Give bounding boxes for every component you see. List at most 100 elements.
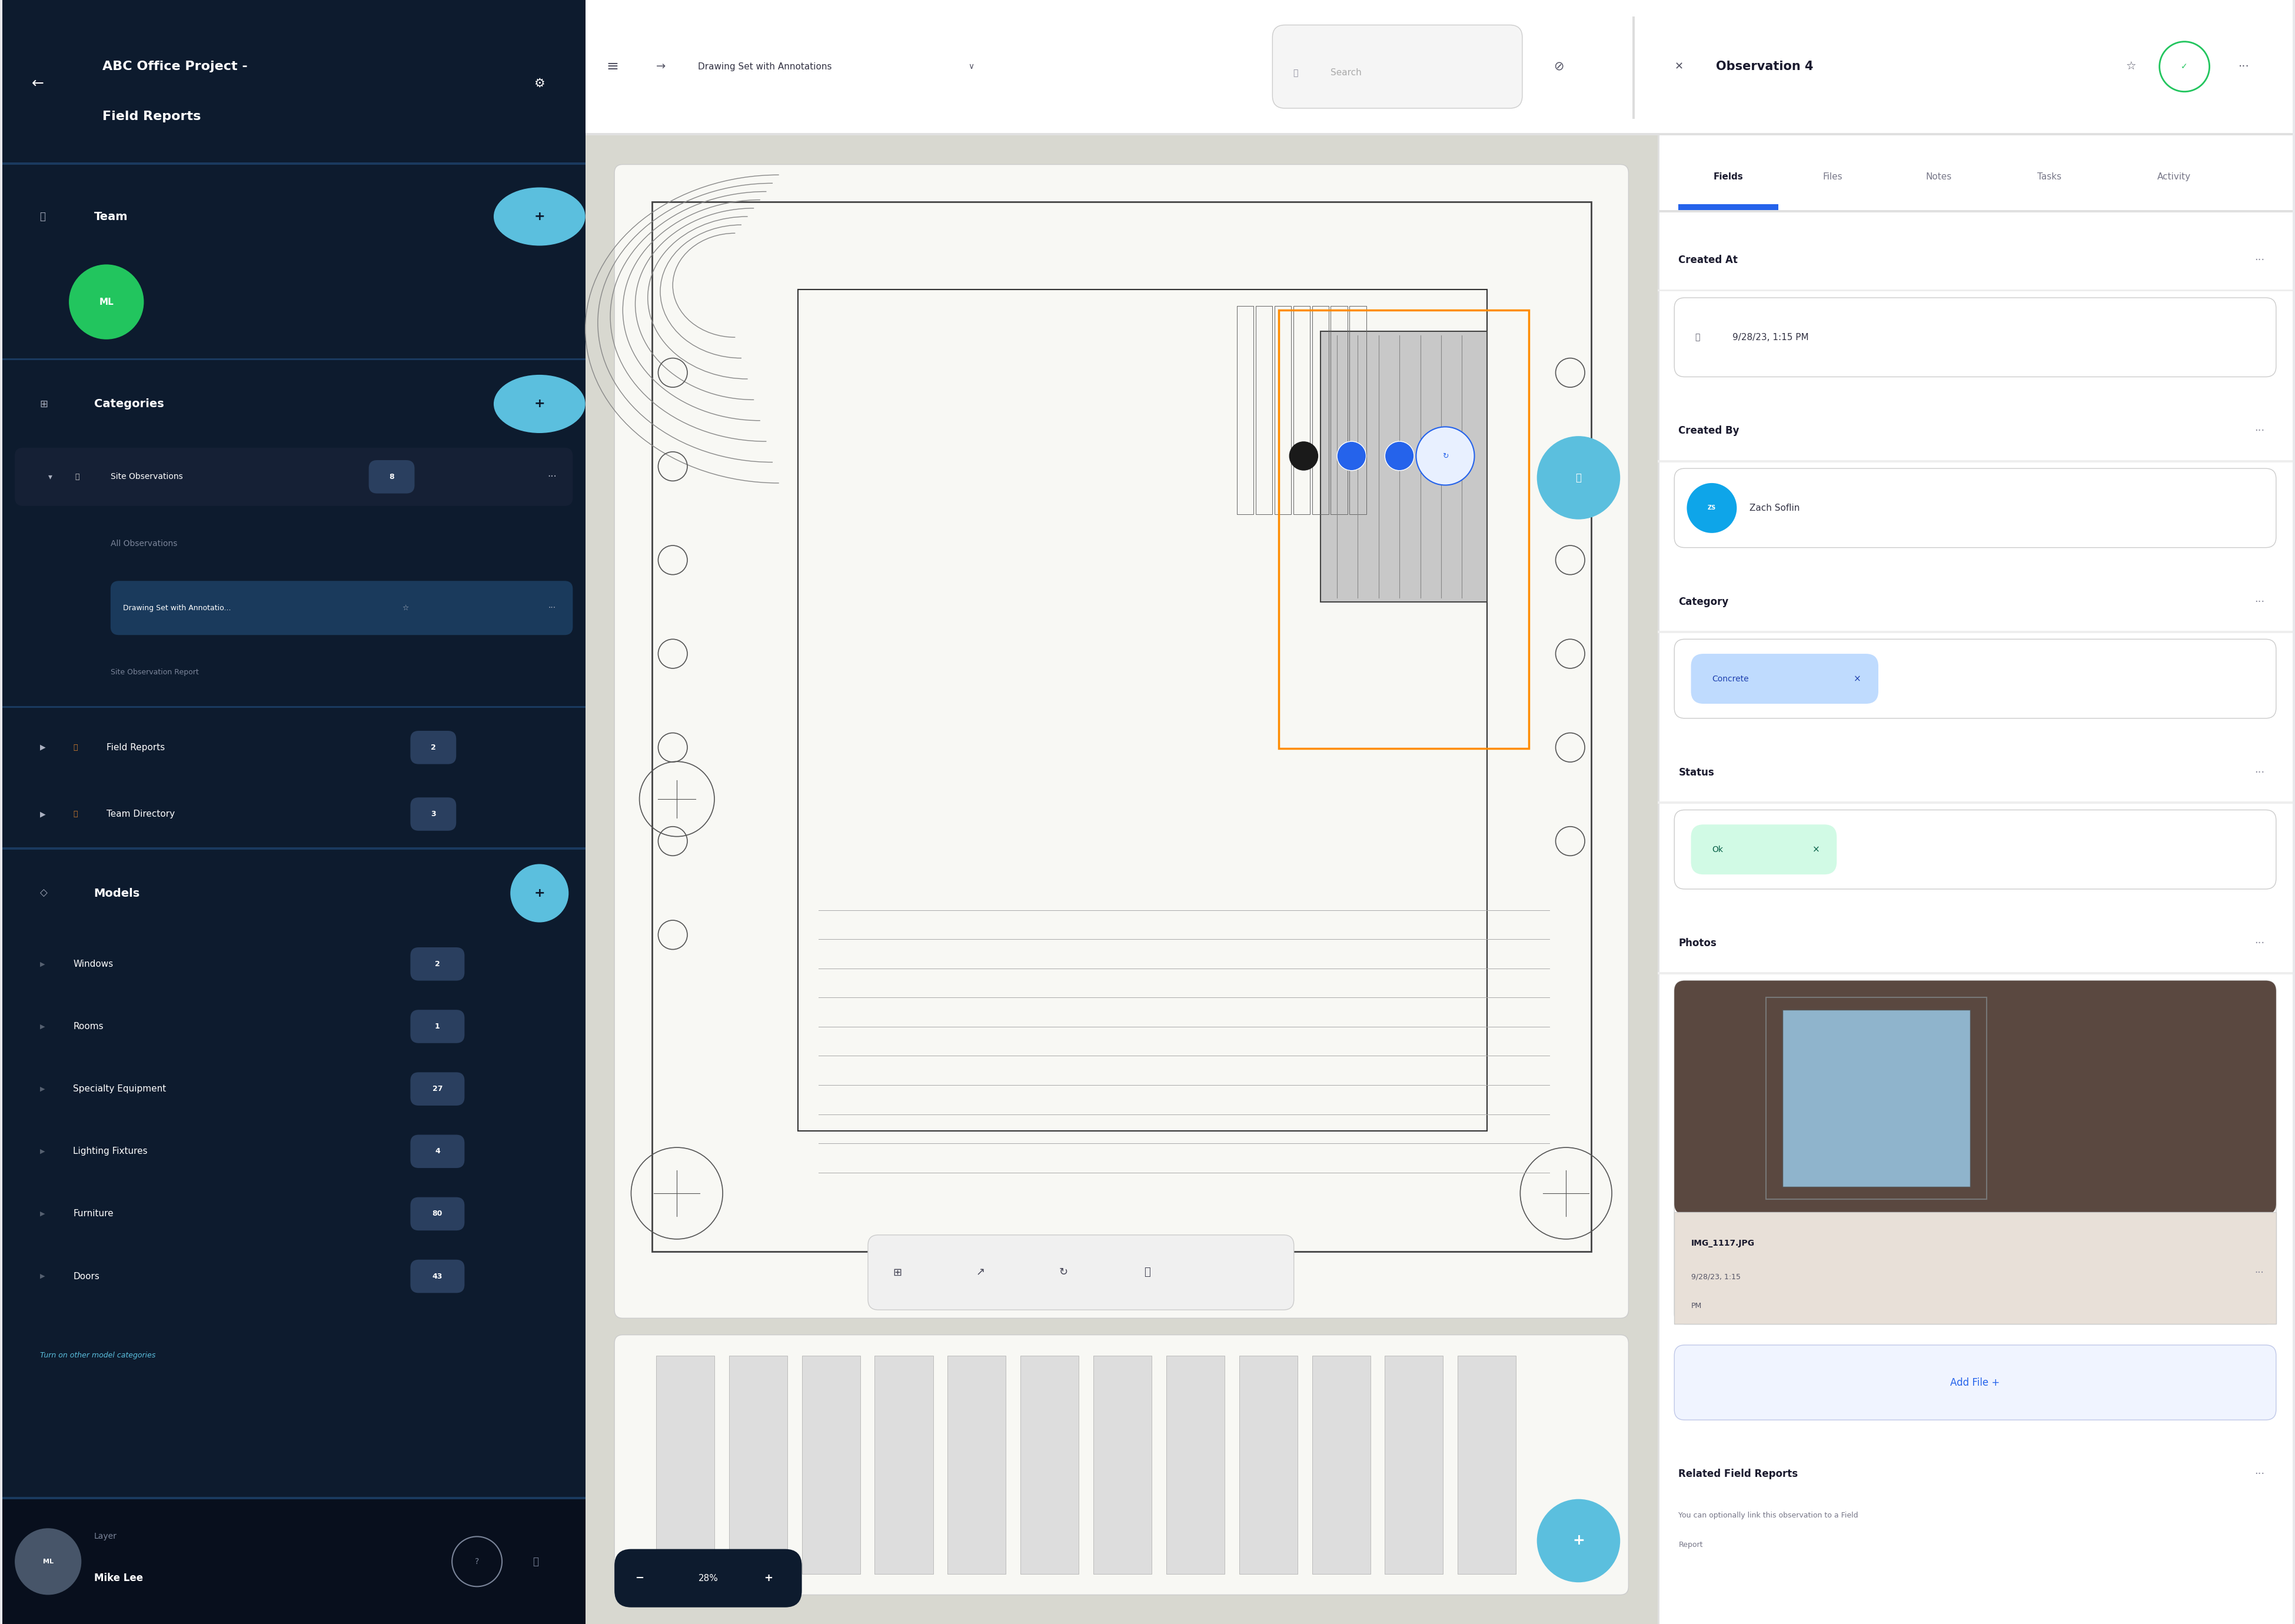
Bar — [730, 1356, 787, 1574]
Text: ···: ··· — [2254, 1267, 2265, 1278]
FancyBboxPatch shape — [1675, 1345, 2277, 1419]
Circle shape — [1290, 442, 1317, 471]
Text: ▶: ▶ — [39, 961, 44, 966]
Text: Drawing Set with Annotatio...: Drawing Set with Annotatio... — [124, 604, 232, 612]
Bar — [799, 289, 1487, 1130]
Text: Related Field Reports: Related Field Reports — [1678, 1468, 1797, 1479]
Text: Specialty Equipment: Specialty Equipment — [73, 1085, 165, 1093]
Text: Created By: Created By — [1678, 425, 1740, 437]
Bar — [2, 0, 585, 1624]
Text: ···: ··· — [2254, 596, 2265, 607]
FancyBboxPatch shape — [1675, 468, 2277, 547]
Text: ML: ML — [44, 1559, 53, 1564]
Bar — [1765, 997, 1987, 1199]
Bar — [1294, 305, 1310, 515]
Circle shape — [1384, 442, 1414, 471]
Text: Search: Search — [1331, 68, 1361, 78]
Text: ▾: ▾ — [48, 473, 53, 481]
Text: ···: ··· — [2254, 255, 2265, 266]
FancyBboxPatch shape — [411, 1197, 464, 1231]
Text: Concrete: Concrete — [1712, 674, 1749, 682]
Bar — [1166, 1356, 1226, 1574]
FancyBboxPatch shape — [1675, 640, 2277, 718]
Bar — [585, 0, 2293, 135]
Text: ▶: ▶ — [39, 1212, 44, 1216]
Bar — [1678, 205, 1779, 209]
Text: Rooms: Rooms — [73, 1021, 103, 1031]
Text: Files: Files — [1822, 172, 1843, 182]
Text: 9/28/23, 1:15 PM: 9/28/23, 1:15 PM — [1733, 333, 1808, 341]
Bar — [874, 1356, 934, 1574]
Text: ZS: ZS — [1707, 505, 1717, 512]
Bar — [801, 1356, 861, 1574]
Text: 43: 43 — [431, 1273, 443, 1280]
FancyBboxPatch shape — [1271, 24, 1522, 109]
Text: →: → — [656, 62, 666, 71]
Text: Created At: Created At — [1678, 255, 1737, 266]
Text: +: + — [535, 887, 544, 900]
FancyBboxPatch shape — [1675, 981, 2277, 1215]
Text: ···: ··· — [2254, 939, 2265, 948]
Circle shape — [1687, 482, 1737, 533]
FancyBboxPatch shape — [411, 797, 457, 831]
Text: ML: ML — [99, 297, 115, 307]
Bar — [1657, 630, 2293, 633]
Bar — [1657, 460, 2293, 463]
Text: Site Observations: Site Observations — [110, 473, 184, 481]
FancyBboxPatch shape — [411, 731, 457, 765]
Text: 28%: 28% — [698, 1574, 718, 1583]
FancyBboxPatch shape — [1675, 810, 2277, 888]
Text: Field Reports: Field Reports — [103, 110, 200, 122]
Text: −: − — [636, 1574, 645, 1583]
Circle shape — [1538, 1499, 1620, 1582]
Text: ✓: ✓ — [2180, 62, 2187, 71]
Text: 4: 4 — [434, 1148, 441, 1155]
Text: ↻: ↻ — [1441, 451, 1448, 460]
Bar — [1092, 1356, 1152, 1574]
Text: Drawing Set with Annotations: Drawing Set with Annotations — [698, 62, 831, 71]
Bar — [2, 0, 585, 162]
Bar — [585, 133, 2293, 135]
FancyBboxPatch shape — [110, 581, 574, 635]
Bar — [585, 135, 1657, 1624]
Bar — [1675, 1212, 2277, 1324]
Circle shape — [1338, 442, 1366, 471]
FancyBboxPatch shape — [411, 1072, 464, 1106]
Bar — [1274, 305, 1292, 515]
Text: 🗂: 🗂 — [73, 810, 78, 818]
Text: Tasks: Tasks — [2038, 172, 2061, 182]
Bar — [1349, 305, 1366, 515]
Bar — [1237, 305, 1253, 515]
FancyBboxPatch shape — [1691, 654, 1877, 703]
FancyBboxPatch shape — [411, 1260, 464, 1293]
Text: ···: ··· — [546, 471, 558, 482]
Bar — [652, 201, 1590, 1252]
Text: Doors: Doors — [73, 1272, 99, 1281]
FancyBboxPatch shape — [411, 1010, 464, 1043]
Text: Ok: Ok — [1712, 846, 1724, 854]
Text: ☆: ☆ — [402, 604, 409, 612]
FancyBboxPatch shape — [411, 1135, 464, 1168]
Text: Notes: Notes — [1926, 172, 1951, 182]
Text: ···: ··· — [2238, 62, 2249, 71]
Text: 📅: 📅 — [1696, 333, 1701, 341]
Text: ↻: ↻ — [1060, 1267, 1067, 1278]
Bar — [1657, 209, 2293, 213]
Ellipse shape — [493, 187, 585, 245]
Text: All Observations: All Observations — [110, 539, 177, 547]
Text: ∨: ∨ — [968, 62, 975, 71]
Text: ×: × — [1854, 674, 1861, 684]
Text: 2: 2 — [431, 744, 436, 752]
Bar — [1657, 135, 2293, 1624]
Bar — [1313, 1356, 1370, 1574]
Bar — [2, 1499, 585, 1624]
Text: 👤: 👤 — [532, 1556, 539, 1567]
Text: 2: 2 — [434, 960, 441, 968]
Text: Status: Status — [1678, 767, 1714, 778]
Text: Field Reports: Field Reports — [106, 744, 165, 752]
Text: You can optionally link this observation to a Field: You can optionally link this observation… — [1678, 1512, 1859, 1520]
Text: ←: ← — [32, 76, 44, 91]
Text: ☆: ☆ — [2125, 62, 2137, 71]
FancyBboxPatch shape — [1691, 825, 1836, 874]
Text: ···: ··· — [2254, 767, 2265, 778]
